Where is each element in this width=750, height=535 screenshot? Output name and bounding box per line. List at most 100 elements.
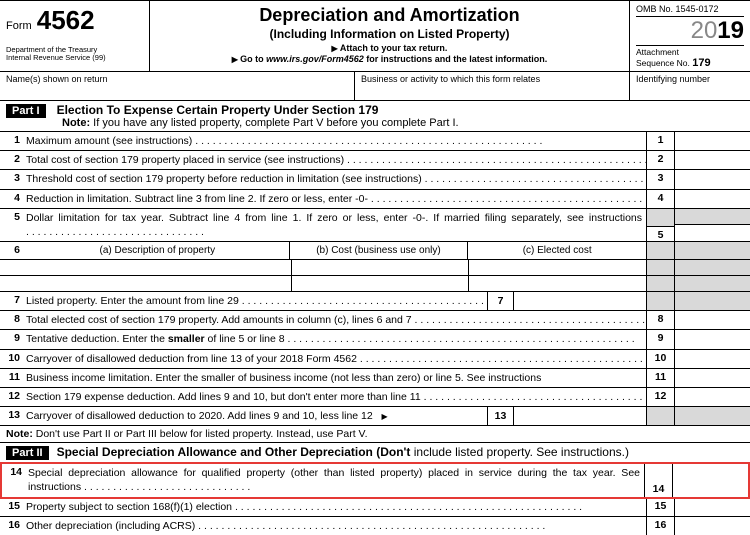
line-val-14[interactable] [672,464,748,496]
line-9: 9 Tentative deduction. Enter the smaller… [0,330,750,349]
entry-c-1[interactable] [469,260,646,275]
line-num-10: 10 [0,350,26,368]
line-side-13a [646,407,674,425]
note-text: Don't use Part II or Part III below for … [33,428,368,440]
entry-b-2[interactable] [292,276,470,291]
seq-num: 179 [692,57,710,69]
col-b-header: (b) Cost (business use only) [290,242,469,259]
goto-suffix: for instructions and the latest informat… [364,54,548,64]
mid-box-num-7: 7 [487,292,513,310]
business-activity-field[interactable]: Business or activity to which this form … [355,72,630,100]
line-6-entry-1 [0,260,750,276]
line-side-13b [674,407,750,425]
form-title: Depreciation and Amortization [156,5,623,26]
entry-a-2[interactable] [26,276,292,291]
line-num-14: 14 [2,464,28,496]
entry-b-1[interactable] [292,260,470,275]
part1-badge: Part I [6,104,46,118]
goto-url: www.irs.gov/Form4562 [266,54,364,64]
note-between-parts: Note: Don't use Part II or Part III belo… [0,426,750,443]
line-text-11: Business income limitation. Enter the sm… [26,369,646,387]
line-num-7: 7 [0,292,26,310]
line-val-16[interactable] [674,517,750,535]
line-num-15: 15 [0,498,26,516]
line-12: 12 Section 179 expense deduction. Add li… [0,388,750,407]
goto-note: ▶ Go to www.irs.gov/Form4562 for instruc… [156,54,623,64]
names-row: Name(s) shown on return Business or acti… [0,72,750,101]
line-val-12[interactable] [674,388,750,406]
line-15: 15 Property subject to section 168(f)(1)… [0,498,750,517]
form-number: 4562 [37,5,95,35]
line-16: 16 Other depreciation (including ACRS) 1… [0,517,750,535]
line-box-num-4: 4 [646,190,674,208]
line-num-2: 2 [0,151,26,169]
part1-header: Part I Election To Expense Certain Prope… [0,101,750,132]
line-val-8[interactable] [674,311,750,329]
identifying-number-field[interactable]: Identifying number [630,72,750,100]
part1-title: Election To Expense Certain Property Und… [57,103,379,117]
line-box-num-2: 2 [646,151,674,169]
line-num-8: 8 [0,311,26,329]
line-side-7a [646,292,674,310]
entry-a-1[interactable] [26,260,292,275]
line-5: 5 Dollar limitation for tax year. Subtra… [0,209,750,242]
part2-header: Part II Special Depreciation Allowance a… [0,443,750,463]
line-box-num-11: 11 [646,369,674,387]
line-box-num-9: 9 [646,330,674,348]
line-val-5[interactable] [674,209,750,241]
form-4562: Form 4562 Department of the Treasury Int… [0,0,750,535]
part2-title: Special Depreciation Allowance and Other… [57,445,629,459]
line-num-3: 3 [0,170,26,188]
entry-c-2[interactable] [469,276,646,291]
line-num-6: 6 [0,242,26,259]
line-3: 3 Threshold cost of section 179 property… [0,170,750,189]
line-text-8: Total elected cost of section 179 proper… [26,311,646,329]
line-text-9: Tentative deduction. Enter the smaller o… [26,330,646,348]
line-val-1[interactable] [674,132,750,150]
mid-box-num-13: 13 [487,407,513,425]
line-val-2[interactable] [674,151,750,169]
line-text-5: Dollar limitation for tax year. Subtract… [26,209,646,241]
line-text-16: Other depreciation (including ACRS) [26,517,646,535]
mid-box-val-13[interactable] [513,407,642,425]
line-text-2: Total cost of section 179 property place… [26,151,646,169]
line-box-num-3: 3 [646,170,674,188]
line-text-15: Property subject to section 168(f)(1) el… [26,498,646,516]
attach-text: Attach to your tax return. [340,43,448,53]
line-val-10[interactable] [674,350,750,368]
line-text-12: Section 179 expense deduction. Add lines… [26,388,646,406]
col-side2 [674,242,750,259]
dept-block: Department of the Treasury Internal Reve… [6,46,143,63]
line-num-1: 1 [0,132,26,150]
line-val-4[interactable] [674,190,750,208]
line-val-15[interactable] [674,498,750,516]
line-text-7: Listed property. Enter the amount from l… [26,292,646,310]
line-text-4: Reduction in limitation. Subtract line 3… [26,190,646,208]
year-prefix: 20 [691,17,718,44]
line-10: 10 Carryover of disallowed deduction fro… [0,350,750,369]
line-val-3[interactable] [674,170,750,188]
col-a-header: (a) Description of property [26,242,290,259]
line-2: 2 Total cost of section 179 property pla… [0,151,750,170]
mid-box-val-7[interactable] [513,292,642,310]
line-14-highlighted: 14 Special depreciation allowance for qu… [0,462,750,498]
line-box-num-5: 5 [646,209,674,241]
names-field[interactable]: Name(s) shown on return [0,72,355,100]
form-word: Form [6,20,32,32]
line-text-10: Carryover of disallowed deduction from l… [26,350,646,368]
line-num-12: 12 [0,388,26,406]
line-val-11[interactable] [674,369,750,387]
note-label: Note: [6,428,33,440]
form-header: Form 4562 Department of the Treasury Int… [0,1,750,72]
line-text-1: Maximum amount (see instructions) [26,132,646,150]
arrow-icon: ▶ [382,412,388,421]
sequence-block: Attachment Sequence No. 179 [636,45,744,69]
attach-note: ▶ Attach to your tax return. [156,43,623,53]
line-13: 13 Carryover of disallowed deduction to … [0,407,750,426]
line-num-16: 16 [0,517,26,535]
form-subtitle: (Including Information on Listed Propert… [156,27,623,41]
col-c-header: (c) Elected cost [468,242,646,259]
line-box-num-8: 8 [646,311,674,329]
col-side1 [646,242,674,259]
line-val-9[interactable] [674,330,750,348]
